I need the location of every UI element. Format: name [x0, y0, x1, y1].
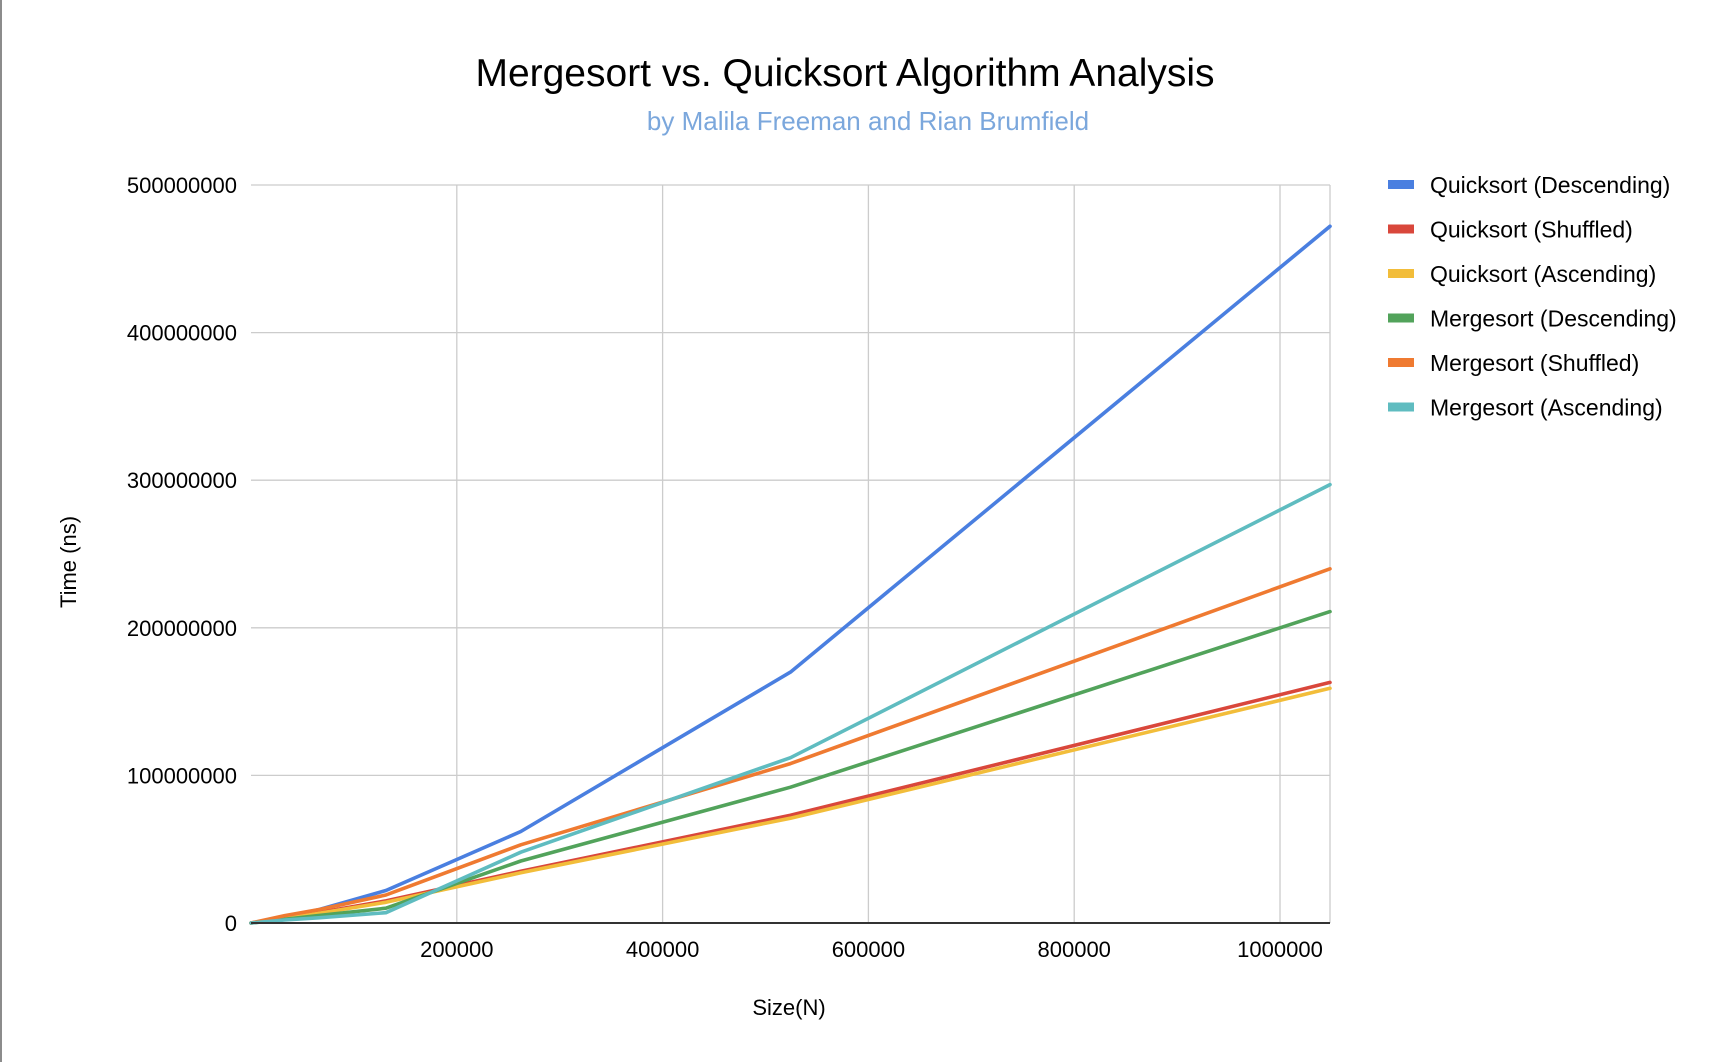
- legend-swatch: [1388, 402, 1414, 412]
- series-line-quicksort-shuffled: [249, 680, 1332, 925]
- tick-labels: 0 100000000 200000000 300000000 400000000 500…: [127, 173, 1323, 962]
- x-tick-label: 600000: [832, 937, 905, 962]
- legend-swatch: [1388, 313, 1414, 323]
- legend-label: Quicksort (Descending): [1430, 172, 1670, 198]
- y-axis-title: Time (ns): [56, 516, 81, 608]
- chart-subtitle: by Malila Freeman and Rian Brumfield: [647, 106, 1089, 136]
- legend-swatch: [1388, 358, 1414, 367]
- x-tick-label: 800000: [1038, 937, 1111, 962]
- legend-swatch: [1388, 180, 1414, 189]
- legend-label: Quicksort (Ascending): [1430, 261, 1656, 287]
- legend-label: Quicksort (Shuffled): [1430, 217, 1633, 243]
- y-tick-label: 500000000: [127, 173, 237, 198]
- series-lines: [249, 224, 1332, 925]
- legend-swatch: [1388, 224, 1414, 234]
- window-edge: [0, 0, 2, 1062]
- legend-swatch: [1388, 269, 1414, 278]
- legend-label: Mergesort (Shuffled): [1430, 350, 1639, 376]
- x-tick-label: 200000: [420, 937, 493, 962]
- y-tick-label: 300000000: [127, 468, 237, 493]
- x-tick-label: 400000: [626, 937, 699, 962]
- x-axis-title: Size(N): [752, 995, 825, 1020]
- legend: Quicksort (Descending) Quicksort (Shuffle…: [1388, 172, 1677, 421]
- y-tick-label: 200000000: [127, 616, 237, 641]
- x-tick-label: 1000000: [1237, 937, 1323, 962]
- series-line-mergesort-shuffled: [249, 566, 1332, 925]
- legend-label: Mergesort (Ascending): [1430, 395, 1663, 421]
- chart-title: Mergesort vs. Quicksort Algorithm Analys…: [475, 52, 1214, 95]
- y-tick-label: 100000000: [127, 763, 237, 788]
- series-line-mergesort-descending: [249, 609, 1332, 925]
- legend-label: Mergesort (Descending): [1430, 306, 1677, 332]
- gridlines: [251, 184, 1331, 923]
- series-line-mergesort-ascending: [249, 482, 1332, 925]
- y-tick-label: 400000000: [127, 321, 237, 346]
- y-tick-label: 0: [225, 911, 237, 936]
